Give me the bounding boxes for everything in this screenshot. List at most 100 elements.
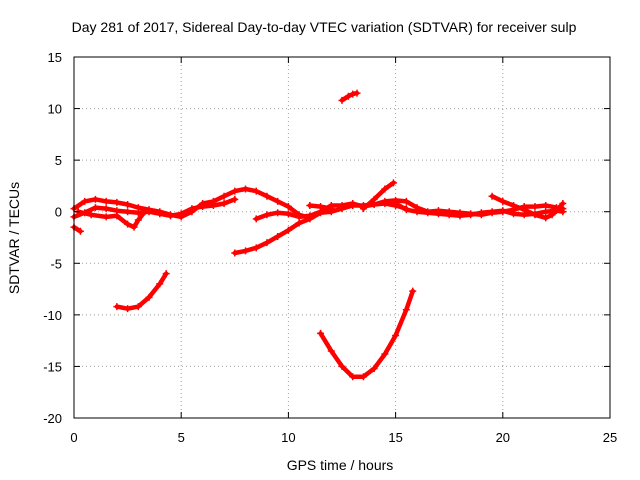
- data-point: [359, 373, 367, 381]
- data-point: [510, 210, 518, 218]
- data-point: [145, 293, 153, 301]
- data-point: [413, 208, 421, 216]
- x-tick-label: 0: [70, 430, 77, 445]
- data-point: [559, 199, 567, 207]
- data-point: [231, 187, 239, 195]
- series-arc-8: [306, 202, 335, 213]
- y-tick-label: -20: [43, 411, 62, 426]
- data-point: [91, 204, 99, 212]
- series-arc-5: [113, 270, 170, 313]
- data-point: [370, 364, 378, 372]
- data-point: [252, 187, 260, 195]
- data-point: [284, 203, 292, 211]
- data-point: [392, 199, 400, 207]
- data-point: [102, 197, 110, 205]
- data-point: [295, 219, 303, 227]
- data-point: [349, 199, 357, 207]
- x-tick-label: 10: [281, 430, 295, 445]
- data-point: [499, 197, 507, 205]
- data-point: [295, 213, 303, 221]
- data-point: [359, 205, 367, 213]
- data-point: [381, 197, 389, 205]
- data-point: [520, 206, 528, 214]
- data-point: [445, 211, 453, 219]
- data-point: [177, 210, 185, 218]
- data-point: [124, 200, 132, 208]
- y-tick-label: -15: [43, 359, 62, 374]
- data-point: [467, 211, 475, 219]
- data-point: [338, 202, 346, 210]
- data-point: [263, 192, 271, 200]
- data-point: [162, 270, 170, 278]
- data-point: [402, 206, 410, 214]
- data-point: [134, 209, 142, 217]
- data-point: [488, 208, 496, 216]
- data-point: [274, 197, 282, 205]
- data-point: [199, 203, 207, 211]
- series-arc-13: [488, 192, 567, 222]
- data-point: [113, 212, 121, 220]
- data-point: [402, 306, 410, 314]
- data-point: [124, 220, 132, 228]
- data-point: [134, 303, 142, 311]
- data-point: [87, 211, 95, 219]
- y-tick-label: 5: [55, 153, 62, 168]
- data-point: [124, 305, 132, 313]
- data-point: [231, 195, 239, 203]
- data-series: [70, 89, 567, 381]
- series-line: [318, 288, 416, 379]
- data-point: [389, 179, 397, 187]
- data-point: [209, 202, 217, 210]
- x-axis-label: GPS time / hours: [287, 457, 394, 473]
- x-tick-label: 5: [178, 430, 185, 445]
- x-tick-label: 20: [496, 430, 510, 445]
- data-point: [284, 226, 292, 234]
- data-point: [349, 373, 357, 381]
- data-point: [555, 205, 563, 213]
- data-point: [130, 223, 138, 231]
- data-point: [81, 197, 89, 205]
- data-point: [409, 287, 417, 295]
- data-point: [542, 214, 550, 222]
- y-tick-label: 0: [55, 205, 62, 220]
- data-point: [156, 210, 164, 218]
- data-point: [402, 197, 410, 205]
- series-arc-10: [359, 179, 397, 213]
- data-point: [381, 350, 389, 358]
- data-point: [220, 199, 228, 207]
- y-tick-label: -10: [43, 308, 62, 323]
- data-point: [338, 96, 346, 104]
- plot-frame: [73, 56, 611, 419]
- data-point: [327, 205, 335, 213]
- data-point: [284, 210, 292, 218]
- data-point: [242, 247, 250, 255]
- data-point: [510, 202, 518, 210]
- data-point: [434, 210, 442, 218]
- data-point: [252, 215, 260, 223]
- data-point: [477, 209, 485, 217]
- data-point: [156, 280, 164, 288]
- series-line: [71, 197, 238, 220]
- series-line: [361, 180, 396, 211]
- data-point: [252, 244, 260, 252]
- data-point: [456, 212, 464, 220]
- data-point: [102, 213, 110, 221]
- y-axis-label: SDTVAR / TECUs: [6, 182, 22, 294]
- data-point: [220, 192, 228, 200]
- data-point: [327, 347, 335, 355]
- data-point: [124, 208, 132, 216]
- data-point: [317, 203, 325, 211]
- series-arc-4: [74, 208, 149, 231]
- data-point: [317, 329, 325, 337]
- data-point: [499, 207, 507, 215]
- data-point: [274, 209, 282, 217]
- data-point: [141, 208, 149, 216]
- data-point: [542, 202, 550, 210]
- data-point: [188, 205, 196, 213]
- data-point: [488, 192, 496, 200]
- data-point: [559, 208, 567, 216]
- data-point: [306, 212, 314, 220]
- data-point: [274, 232, 282, 240]
